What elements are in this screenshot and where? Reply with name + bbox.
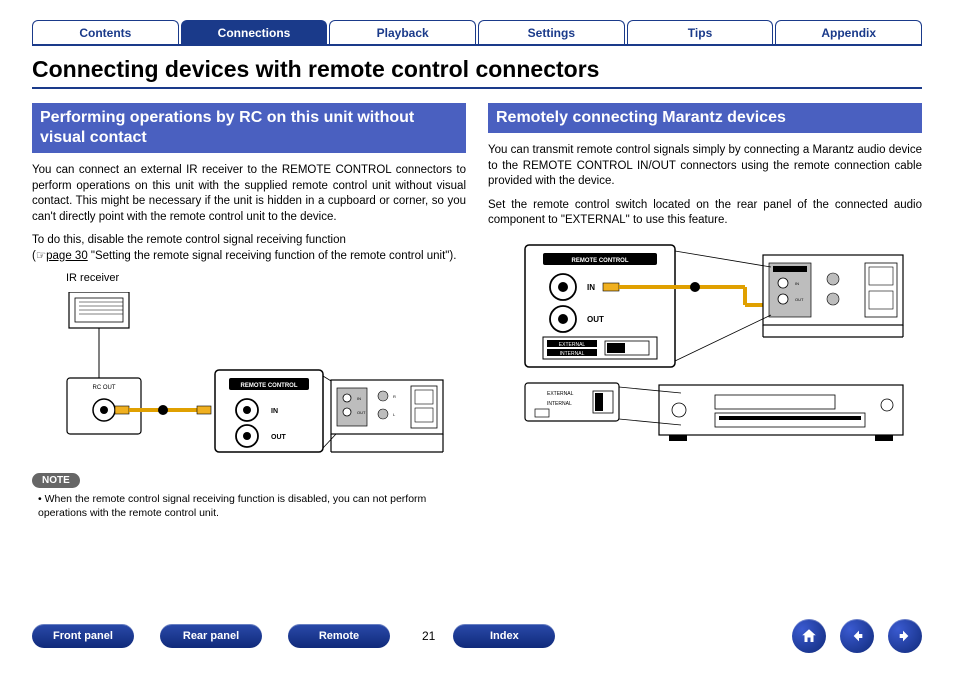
page-title: Connecting devices with remote control c… <box>32 52 922 89</box>
right-p1: You can transmit remote control signals … <box>488 143 922 190</box>
left-diagram: RC OUT REMOTE CONTROL IN <box>32 292 466 462</box>
svg-text:IN: IN <box>357 396 361 401</box>
tab-tips[interactable]: Tips <box>627 20 774 44</box>
left-column: Performing operations by RC on this unit… <box>32 103 466 520</box>
rear-panel-button[interactable]: Rear panel <box>160 624 262 648</box>
ir-receiver-label: IR receiver <box>66 272 466 284</box>
svg-text:REMOTE CONTROL: REMOTE CONTROL <box>241 383 298 389</box>
home-button[interactable] <box>792 619 826 653</box>
right-column: Remotely connecting Marantz devices You … <box>488 103 922 520</box>
front-panel-button[interactable]: Front panel <box>32 624 134 648</box>
svg-text:EXTERNAL: EXTERNAL <box>547 391 574 397</box>
svg-text:REMOTE CONTROL: REMOTE CONTROL <box>572 258 629 264</box>
footer: Front panel Rear panel Remote 21 Index <box>32 619 922 653</box>
tab-contents[interactable]: Contents <box>32 20 179 44</box>
next-button[interactable] <box>888 619 922 653</box>
note-pill: NOTE <box>32 473 80 488</box>
left-p2a: To do this, disable the remote control s… <box>32 234 346 246</box>
svg-text:IN: IN <box>271 408 278 415</box>
right-section-header: Remotely connecting Marantz devices <box>488 103 922 133</box>
svg-text:IN: IN <box>795 281 799 286</box>
right-diagram: REMOTE CONTROL IN OUT <box>488 237 922 467</box>
svg-text:INTERNAL: INTERNAL <box>560 351 585 357</box>
prev-button[interactable] <box>840 619 874 653</box>
tab-settings[interactable]: Settings <box>478 20 625 44</box>
arrow-left-icon <box>849 628 865 644</box>
svg-text:IN: IN <box>587 283 595 292</box>
svg-text:OUT: OUT <box>587 315 604 324</box>
left-p2c: "Setting the remote signal receiving fun… <box>88 250 457 262</box>
right-p2: Set the remote control switch located on… <box>488 198 922 229</box>
left-section-header: Performing operations by RC on this unit… <box>32 103 466 153</box>
page-number: 21 <box>422 629 435 643</box>
svg-text:OUT: OUT <box>271 434 287 441</box>
svg-text:INTERNAL: INTERNAL <box>547 401 572 407</box>
page-30-link[interactable]: page 30 <box>46 250 88 262</box>
tab-appendix[interactable]: Appendix <box>775 20 922 44</box>
top-tabs: Contents Connections Playback Settings T… <box>32 20 922 46</box>
note-text: When the remote control signal receiving… <box>32 492 466 520</box>
svg-text:EXTERNAL: EXTERNAL <box>559 342 586 348</box>
remote-button[interactable]: Remote <box>288 624 390 648</box>
tab-connections[interactable]: Connections <box>181 20 328 44</box>
left-p2: To do this, disable the remote control s… <box>32 233 466 264</box>
home-icon <box>800 627 818 645</box>
arrow-right-icon <box>897 628 913 644</box>
left-p1: You can connect an external IR receiver … <box>32 163 466 225</box>
tab-playback[interactable]: Playback <box>329 20 476 44</box>
svg-text:R: R <box>393 394 396 399</box>
index-button[interactable]: Index <box>453 624 555 648</box>
svg-text:OUT: OUT <box>795 297 804 302</box>
svg-text:OUT: OUT <box>357 410 366 415</box>
rc-out-label: RC OUT <box>93 385 116 391</box>
